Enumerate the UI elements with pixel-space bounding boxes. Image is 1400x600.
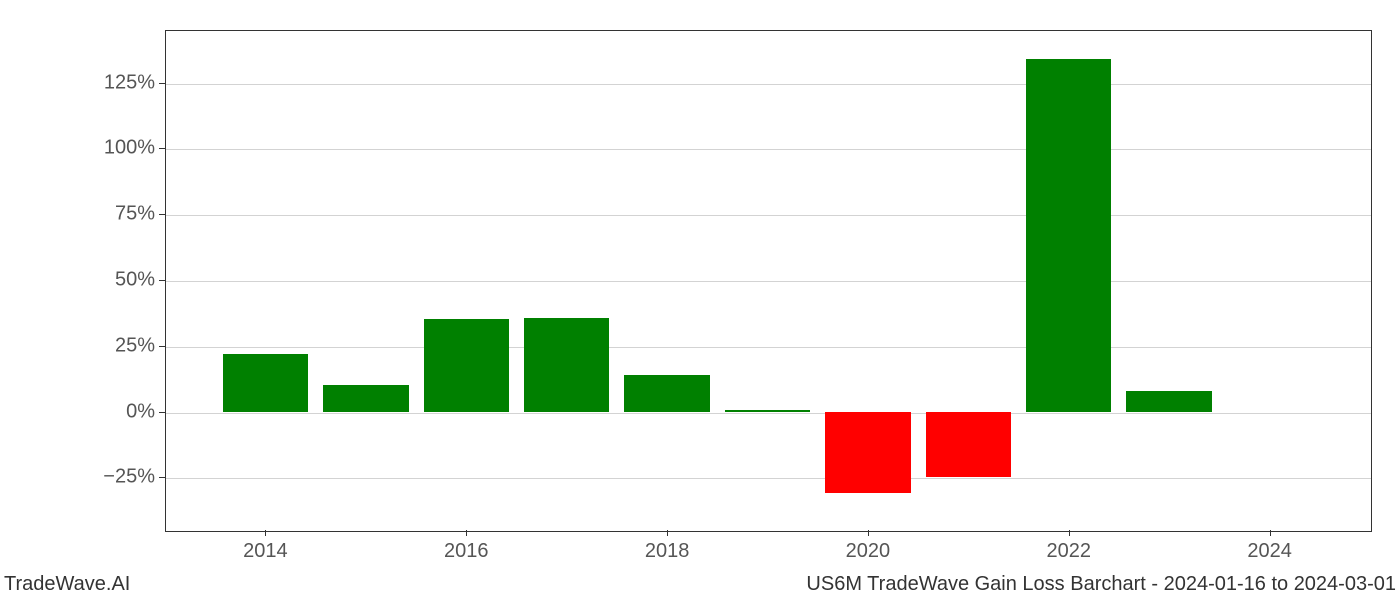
x-tick-label: 2016: [444, 540, 489, 563]
gridline: [166, 478, 1371, 479]
bar: [223, 354, 308, 412]
gridline: [166, 215, 1371, 216]
x-tick-mark: [265, 530, 266, 536]
x-tick-label: 2024: [1247, 540, 1292, 563]
x-tick-mark: [868, 530, 869, 536]
footer-right-text: US6M TradeWave Gain Loss Barchart - 2024…: [806, 573, 1396, 596]
bar: [1126, 391, 1211, 412]
gridline: [166, 281, 1371, 282]
y-tick-label: 25%: [75, 334, 155, 357]
y-tick-label: 50%: [75, 269, 155, 292]
bar: [725, 410, 810, 411]
x-tick-label: 2020: [846, 540, 891, 563]
y-tick-label: 100%: [75, 137, 155, 160]
y-tick-label: 0%: [75, 400, 155, 423]
x-tick-mark: [1069, 530, 1070, 536]
bar: [1026, 59, 1111, 412]
bar: [424, 319, 509, 411]
x-tick-label: 2018: [645, 540, 690, 563]
x-tick-mark: [466, 530, 467, 536]
bar: [825, 412, 910, 494]
y-tick-mark: [159, 477, 165, 478]
bar: [624, 375, 709, 412]
bar: [926, 412, 1011, 478]
chart-container: −25% 0% 25% 50% 75% 100% 125% 2014 2016 2018 2020 2…: [0, 0, 1400, 600]
y-tick-mark: [159, 280, 165, 281]
y-tick-mark: [159, 214, 165, 215]
y-tick-label: 75%: [75, 203, 155, 226]
y-tick-mark: [159, 148, 165, 149]
y-tick-mark: [159, 346, 165, 347]
gridline: [166, 347, 1371, 348]
chart-plot-area: [165, 30, 1372, 532]
y-tick-label: −25%: [75, 466, 155, 489]
gridline: [166, 413, 1371, 414]
gridline: [166, 84, 1371, 85]
gridline: [166, 149, 1371, 150]
bar: [323, 385, 408, 411]
x-tick-label: 2022: [1047, 540, 1092, 563]
y-tick-label: 125%: [75, 71, 155, 94]
footer-left-text: TradeWave.AI: [4, 573, 130, 596]
x-tick-mark: [667, 530, 668, 536]
x-tick-label: 2014: [243, 540, 288, 563]
x-tick-mark: [1270, 530, 1271, 536]
bar: [524, 318, 609, 411]
y-tick-mark: [159, 83, 165, 84]
y-tick-mark: [159, 412, 165, 413]
